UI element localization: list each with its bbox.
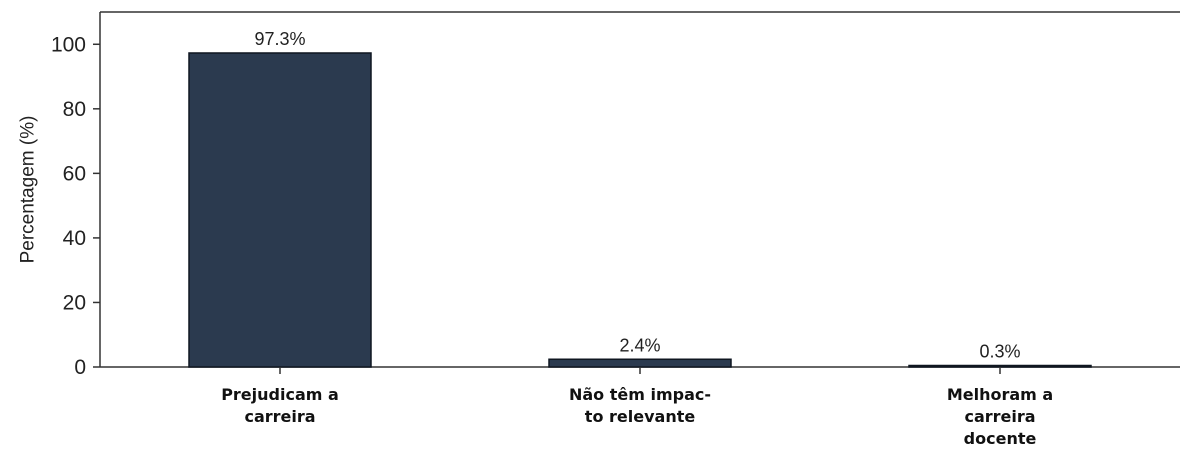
x-category-label-line: carreira: [244, 407, 315, 426]
x-category-label-line: Prejudicam a: [221, 385, 339, 404]
data-labels: 97.3% 2.4% 0.3%: [254, 29, 1020, 362]
data-label: 97.3%: [254, 29, 305, 49]
y-axis-title: Percentagem (%): [18, 116, 39, 264]
x-category-label: Não têm impac-to relevante: [569, 385, 711, 426]
data-label: 0.3%: [979, 342, 1020, 362]
x-category-label-line: Melhoram a: [947, 385, 1053, 404]
bar: [188, 52, 372, 368]
bar: [908, 364, 1092, 368]
y-tick-label: 100: [51, 33, 86, 56]
y-tick-label: 40: [63, 227, 86, 250]
y-tick-label: 0: [74, 356, 86, 379]
x-category-label: Prejudicam a carreira: [221, 385, 339, 426]
x-category-label: Melhoram a carreira docente: [947, 385, 1053, 448]
y-tick-label: 20: [63, 291, 86, 314]
y-axis-ticks: 0 20 40 60 80 100: [51, 33, 100, 379]
bars: [188, 52, 1092, 368]
x-category-label-line: Não têm impac-: [569, 385, 711, 404]
x-category-label-line: carreira: [964, 407, 1035, 426]
y-tick-label: 60: [63, 162, 86, 185]
y-tick-label: 80: [63, 98, 86, 121]
x-axis-categories: Prejudicam a carreira Não têm impac-to rel…: [221, 367, 1053, 448]
x-category-label-line: to relevante: [585, 407, 696, 426]
bar: [548, 358, 732, 368]
x-category-label-line: docente: [964, 429, 1037, 448]
data-label: 2.4%: [619, 335, 660, 355]
